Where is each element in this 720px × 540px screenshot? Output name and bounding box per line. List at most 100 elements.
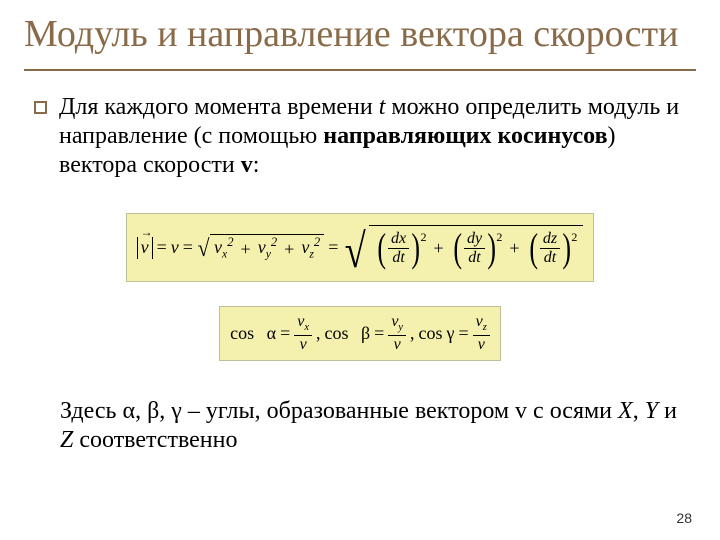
den: dt <box>389 249 407 267</box>
abs-v: v <box>137 235 153 261</box>
den: v <box>391 336 404 354</box>
sup: 2 <box>271 235 277 249</box>
eq-sym: = <box>157 237 167 258</box>
num: vy <box>388 313 406 336</box>
closing-lead: Здесь <box>60 398 122 424</box>
comma: , <box>410 323 415 344</box>
gamma: γ <box>447 323 455 344</box>
num: vx <box>294 313 312 336</box>
bullet-item: Для каждого момента времени t можно опре… <box>34 93 686 179</box>
cos-label: cos <box>230 323 254 344</box>
closing-mid: – углы, образованные вектором <box>182 398 515 424</box>
den: v <box>297 336 310 354</box>
frac-vy-v: vy v <box>388 313 406 354</box>
rparen-icon: ) <box>487 228 496 268</box>
plus: + <box>241 239 251 260</box>
rparen-icon: ) <box>411 228 420 268</box>
frac-dxdt: dx dt <box>388 230 409 267</box>
eq-sym: = <box>183 237 193 258</box>
frac-dydt: dy dt <box>464 230 485 267</box>
sup2: 2 <box>496 230 502 245</box>
body-block: Для каждого момента времени t можно опре… <box>0 71 720 455</box>
c: , <box>159 398 171 424</box>
axis-x: X <box>618 398 633 424</box>
eq-sym: = <box>459 323 469 344</box>
sup2: 2 <box>571 230 577 245</box>
sub: x <box>304 323 309 334</box>
eq-sym: = <box>374 323 384 344</box>
vec-v: v <box>141 237 149 258</box>
closing-end: соответственно <box>73 427 237 453</box>
plus: + <box>433 238 443 259</box>
eq-sym: = <box>328 237 338 258</box>
c: , <box>135 398 147 424</box>
lparen-icon: ( <box>529 228 538 268</box>
txt: v <box>476 313 483 330</box>
rparen-icon: ) <box>562 228 571 268</box>
text-vector-v: v <box>241 152 253 178</box>
scalar-v: v <box>171 237 179 258</box>
alpha: α <box>267 323 276 344</box>
sqrt-icon: √ <box>198 236 210 263</box>
beta: β <box>147 398 159 424</box>
plus: + <box>284 239 294 260</box>
sub: x <box>222 247 227 260</box>
txt: v <box>214 237 222 257</box>
sup: 2 <box>227 235 233 249</box>
lparen-icon: ( <box>377 228 386 268</box>
cos-label: cos <box>324 323 348 344</box>
frac-vz-v: vz v <box>473 313 490 354</box>
vec-v-bold: v <box>515 398 527 424</box>
plus: + <box>509 238 519 259</box>
term-dy: ( dy dt ) 2 <box>451 228 503 268</box>
closing-tail1: с осями <box>527 398 618 424</box>
closing-text: Здесь α, β, γ – углы, образованные векто… <box>34 397 686 455</box>
slide-root: Модуль и направление вектора скорости Дл… <box>0 0 720 540</box>
sub: y <box>398 323 403 334</box>
lparen-icon: ( <box>453 228 462 268</box>
axis-y: Y <box>645 398 658 424</box>
page-number: 28 <box>676 510 692 526</box>
slide-title: Модуль и направление вектора скорости <box>24 14 700 55</box>
sup: 2 <box>314 235 320 249</box>
equations-block: v = v = √ vx2 + vy2 + vz2 = √ <box>34 213 686 361</box>
bullet-square-icon <box>34 101 47 114</box>
num: dx <box>388 230 409 249</box>
term-dz: ( dz dt ) 2 <box>527 228 578 268</box>
sub: y <box>266 247 271 260</box>
vz: vz2 <box>301 235 320 261</box>
frac-dzdt: dz dt <box>540 230 560 267</box>
text-tail2: : <box>253 152 260 178</box>
sub: z <box>309 247 314 260</box>
num: dz <box>540 230 560 249</box>
sub: z <box>483 323 487 334</box>
txt: v <box>258 237 266 257</box>
c: , <box>633 398 645 424</box>
alpha: α <box>122 398 135 424</box>
title-block: Модуль и направление вектора скорости <box>0 0 720 65</box>
gamma: γ <box>171 398 182 424</box>
equation-magnitude: v = v = √ vx2 + vy2 + vz2 = √ <box>126 213 595 282</box>
comma: , <box>316 323 321 344</box>
cos-label: cos <box>419 323 443 344</box>
sqrt-body: vx2 + vy2 + vz2 <box>210 234 324 263</box>
sqrt-icon: √ <box>345 224 366 279</box>
text-lead: Для каждого момента времени <box>59 94 379 120</box>
frac-vx-v: vx v <box>294 313 312 354</box>
den: dt <box>541 249 559 267</box>
axis-z: Z <box>60 427 73 453</box>
text-cosines: направляющих косинусов <box>323 123 607 149</box>
sup2: 2 <box>420 230 426 245</box>
sqrt-derivatives: √ ( dx dt ) 2 + ( <box>342 220 583 275</box>
and: и <box>658 398 677 424</box>
vx: vx2 <box>214 235 233 261</box>
equation-cosines: cos α = vx v , cos β = vy v , cosγ = vz <box>219 306 501 361</box>
bullet-text: Для каждого момента времени t можно опре… <box>59 93 686 179</box>
eq-sym: = <box>280 323 290 344</box>
num: dy <box>464 230 485 249</box>
sqrt-body: ( dx dt ) 2 + ( dy <box>369 225 584 270</box>
den: v <box>475 336 488 354</box>
den: dt <box>465 249 483 267</box>
beta: β <box>361 323 370 344</box>
sqrt-components: √ vx2 + vy2 + vz2 <box>197 234 324 263</box>
